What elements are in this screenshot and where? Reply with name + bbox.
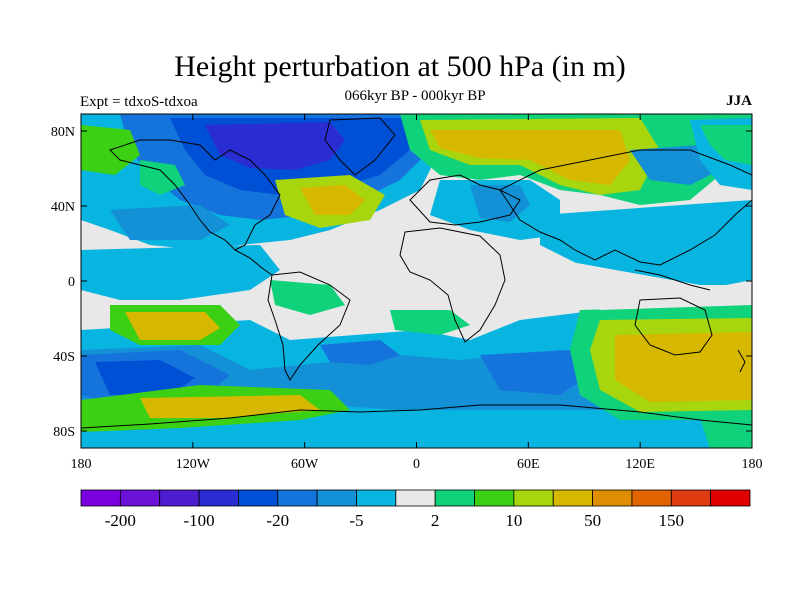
x-tick-label: 60W [291, 457, 319, 472]
colorbar-swatch [474, 489, 515, 507]
colorbar-swatch [513, 489, 554, 507]
x-tick-label: 180 [71, 457, 92, 472]
new-zealand-outline [737, 349, 746, 373]
y-axis: 80N 40N 0 40S 80S [51, 125, 752, 440]
colorbar-swatch [119, 489, 161, 507]
colorbar-label: -200 [105, 511, 136, 530]
greenland-outline [324, 117, 396, 176]
colorbar-swatch [356, 489, 397, 507]
x-axis: 180 120W 60W 0 60E 120E 180 [71, 114, 763, 472]
contour-region [81, 425, 752, 448]
contour-region [205, 122, 345, 170]
contour-region [110, 205, 230, 240]
contour-region [300, 230, 560, 320]
maritime-continent-outline [634, 269, 711, 291]
colorbar-label: 10 [505, 511, 522, 530]
antarctica-outline [81, 404, 752, 429]
colorbar-swatch [552, 489, 593, 507]
x-tick-label: 120W [176, 457, 211, 472]
y-tick-label: 80S [53, 425, 75, 440]
colorbar-label: 50 [584, 511, 601, 530]
season-label: JJA [726, 93, 752, 109]
contour-region [125, 312, 220, 340]
colorbar-label: -5 [349, 511, 363, 530]
colorbar-label: 150 [659, 511, 685, 530]
map-plot-area [81, 114, 752, 448]
contour-region [140, 160, 185, 195]
africa-outline [399, 227, 506, 343]
contour-region [320, 340, 400, 365]
contour-region [700, 125, 752, 165]
map-subtitle: 066kyr BP - 000kyr BP [344, 88, 486, 104]
contour-region [390, 310, 470, 335]
north-america-outline [109, 139, 281, 251]
contour-region [95, 360, 195, 395]
x-tick-label: 120E [625, 457, 655, 472]
colorbar-swatch [198, 489, 239, 507]
colorbar-swatch [395, 489, 436, 507]
colorbar-label: 2 [431, 511, 440, 530]
contour-region [630, 145, 720, 185]
x-tick-label: 0 [413, 457, 420, 472]
colorbar-swatch [710, 489, 751, 507]
y-tick-label: 0 [68, 275, 75, 290]
central-america-outline [234, 249, 273, 276]
map-title: Height perturbation at 500 hPa (in m) [174, 50, 626, 83]
experiment-label: Expt = tdxoS-tdxoa [80, 94, 198, 110]
colorbar-swatch [631, 489, 672, 507]
colorbar-swatch [592, 489, 633, 507]
x-tick-label: 180 [742, 457, 763, 472]
contour-fields [81, 114, 752, 448]
contour-region [560, 260, 752, 310]
contour-region [270, 280, 345, 315]
colorbar-swatch [670, 489, 712, 507]
contour-region [615, 332, 752, 402]
colorbar-swatch [434, 489, 475, 507]
x-tick-label: 60E [517, 457, 540, 472]
colorbar-swatch [238, 489, 279, 507]
europe-outline [409, 174, 521, 226]
colorbar-swatch [80, 489, 121, 507]
colorbar: -200 -100 -20 -5 2 10 50 150 [80, 489, 751, 530]
colorbar-swatch [277, 489, 318, 507]
asia-outline [499, 149, 752, 266]
coastlines [81, 117, 752, 429]
contour-region [140, 395, 320, 418]
australia-outline [634, 297, 713, 356]
colorbar-label: -100 [183, 511, 214, 530]
contour-region [430, 130, 630, 185]
contour-region [300, 185, 365, 215]
contour-region [81, 245, 280, 300]
y-tick-label: 80N [51, 125, 75, 140]
south-america-outline [267, 271, 351, 381]
colorbar-swatch [159, 489, 200, 507]
colorbar-label: -20 [266, 511, 289, 530]
y-tick-label: 40N [51, 200, 75, 215]
colorbar-swatch [316, 489, 357, 507]
contour-region [480, 350, 590, 395]
y-tick-label: 40S [53, 350, 75, 365]
